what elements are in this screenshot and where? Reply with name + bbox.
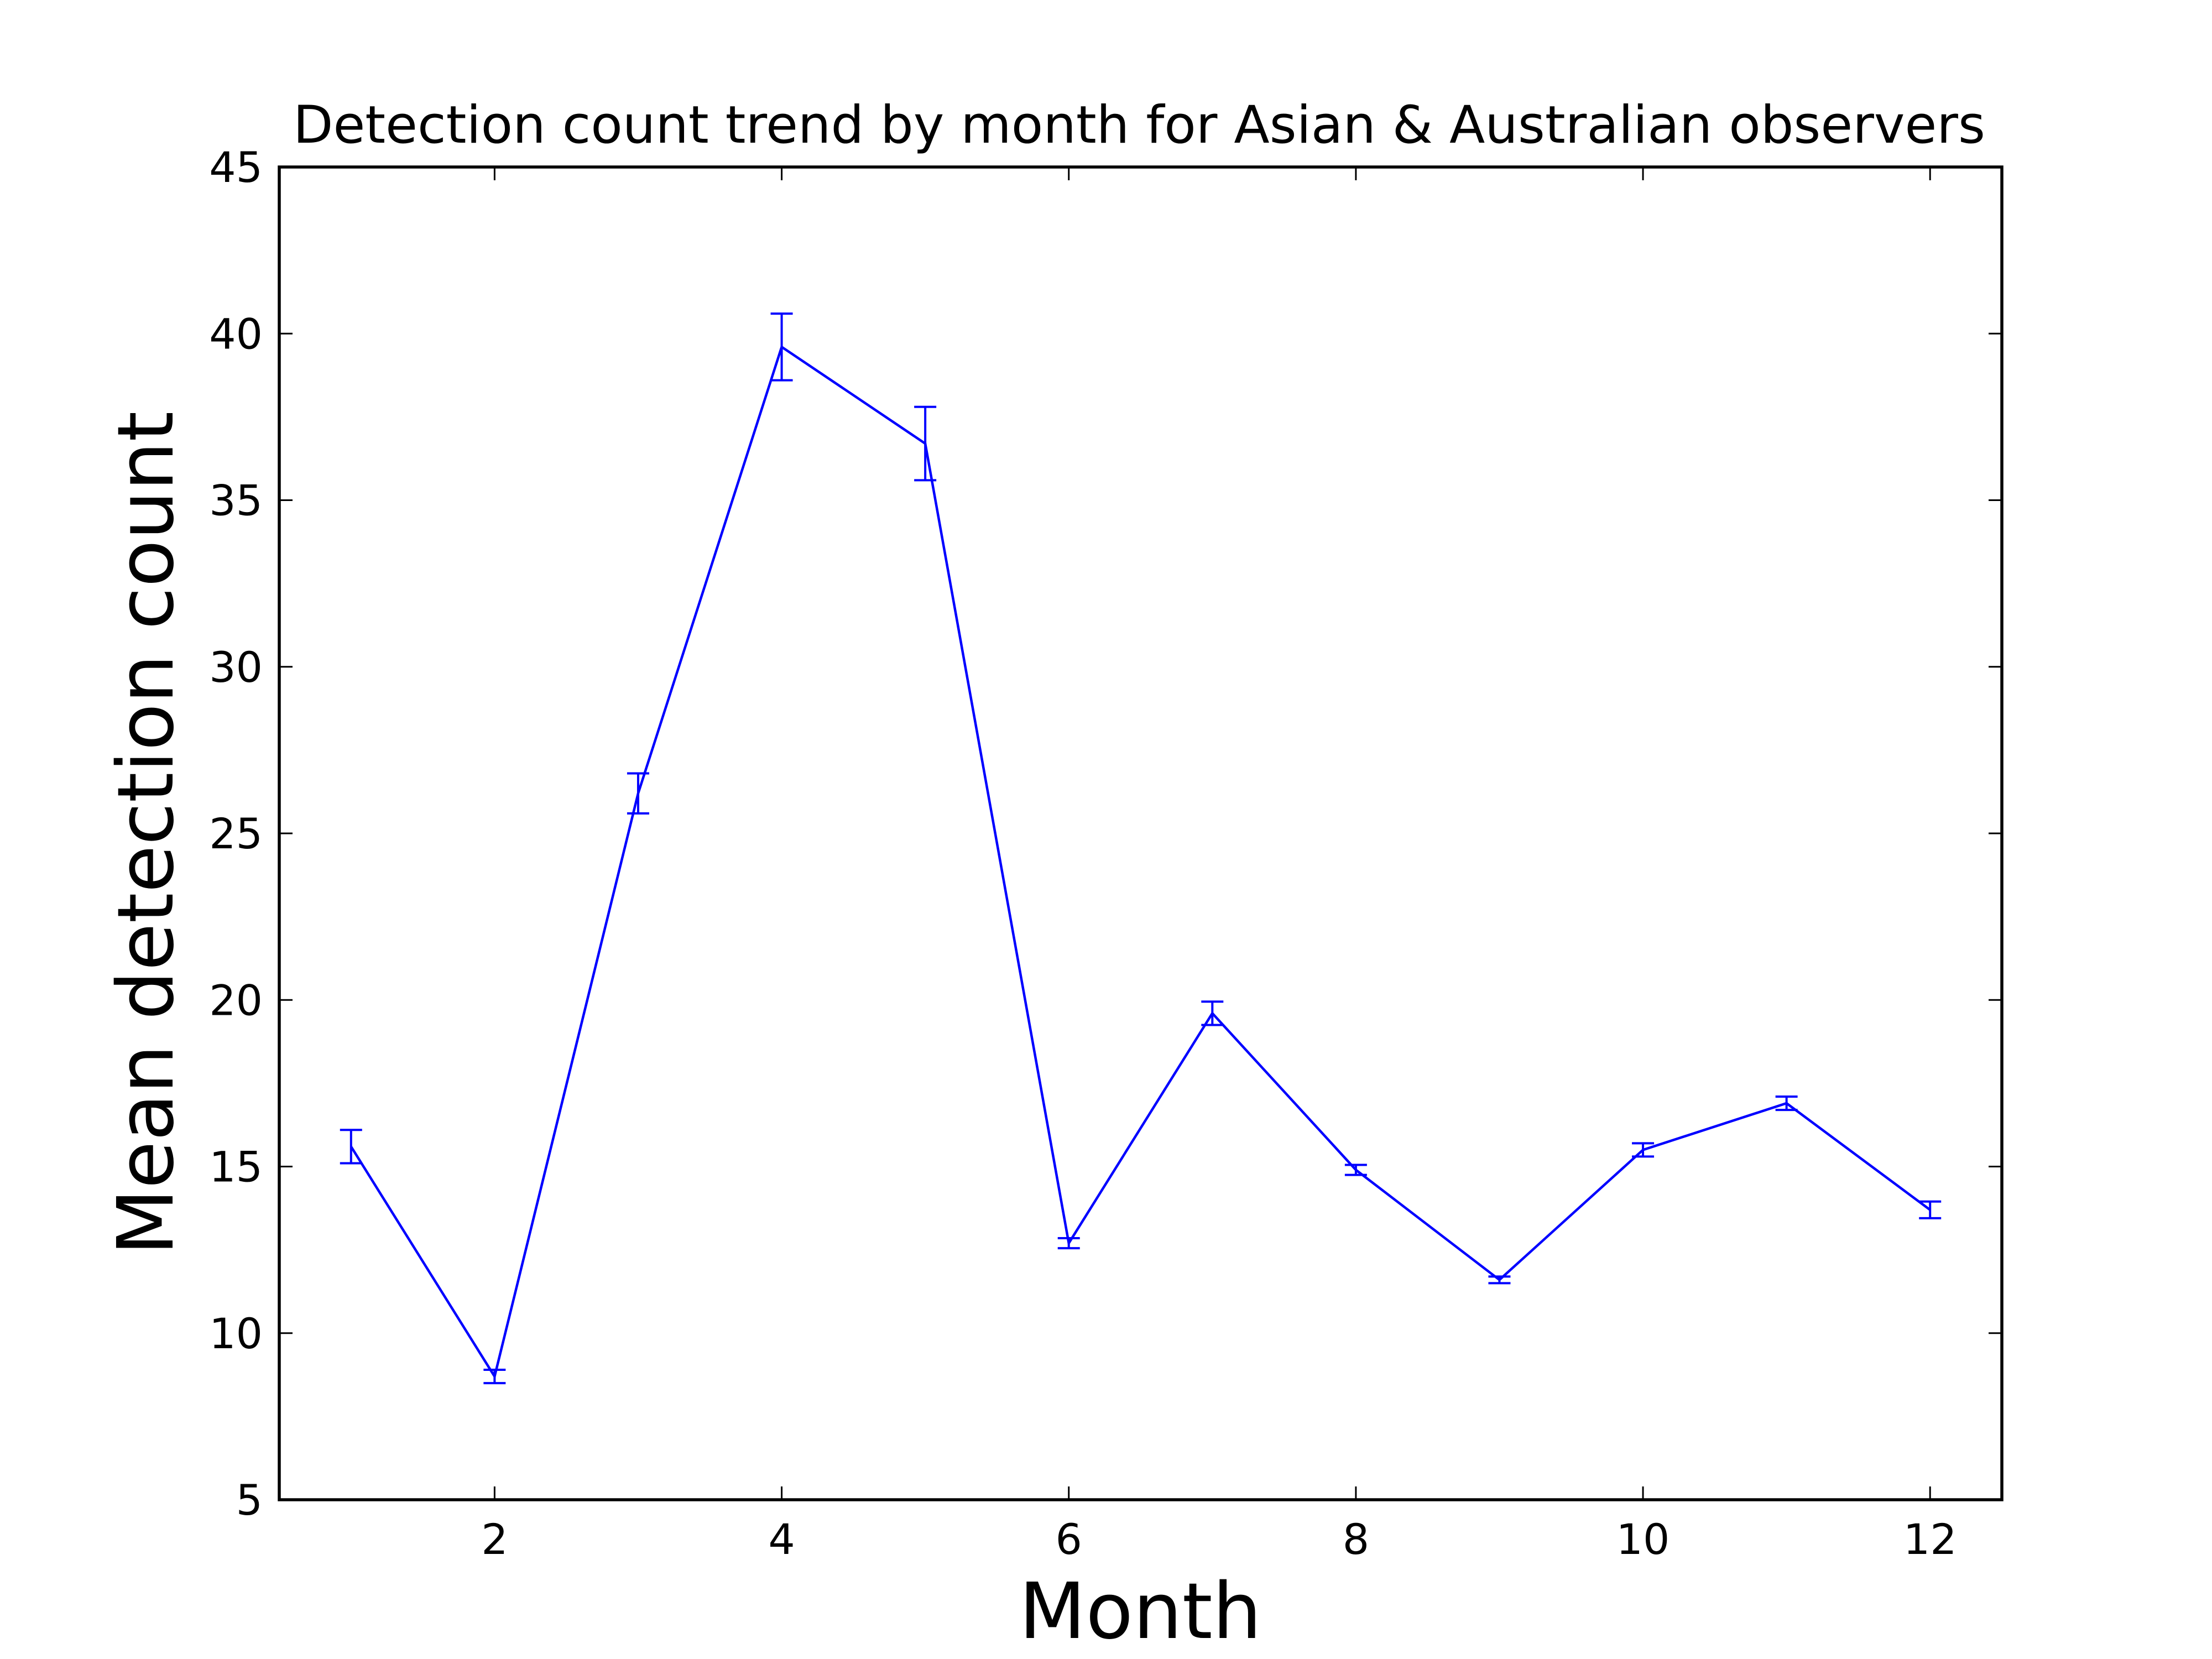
x-tick-label: 2 — [481, 1515, 508, 1564]
x-axis: 2 4 6 8 10 12 — [481, 167, 1957, 1564]
y-tick-label: 35 — [209, 476, 263, 525]
x-tick-label: 12 — [1903, 1515, 1957, 1564]
error-bar — [914, 405, 937, 482]
error-bar — [770, 312, 793, 382]
x-tick-label: 10 — [1616, 1515, 1670, 1564]
y-tick-label: 20 — [209, 975, 263, 1025]
y-tick-label: 45 — [209, 143, 263, 192]
error-bar — [1344, 1164, 1367, 1176]
series-line — [349, 345, 1931, 1380]
y-tick-label: 40 — [209, 309, 263, 358]
error-bar — [1201, 1000, 1224, 1026]
y-tick-label: 25 — [209, 809, 263, 858]
x-axis-label: Month — [1019, 1567, 1262, 1657]
error-bar — [483, 1369, 506, 1385]
chart-title: Detection count trend by month for Asian… — [293, 95, 1985, 155]
error-bar — [1488, 1275, 1511, 1285]
error-bar — [1632, 1142, 1655, 1158]
x-tick-label: 6 — [1056, 1515, 1082, 1564]
x-tick-label: 4 — [768, 1515, 795, 1564]
error-bar — [1919, 1200, 1942, 1219]
y-tick-label: 15 — [209, 1142, 263, 1192]
y-tick-label: 5 — [236, 1475, 263, 1525]
y-tick-label: 10 — [209, 1309, 263, 1358]
y-axis-label: Mean detection count — [101, 411, 191, 1256]
error-bar — [627, 772, 649, 815]
y-tick-label: 30 — [209, 643, 263, 692]
x-tick-label: 8 — [1343, 1515, 1369, 1564]
plot-frame — [278, 165, 2004, 1501]
error-bar — [1775, 1095, 1798, 1112]
series-layer — [340, 312, 1942, 1385]
error-bar — [1057, 1237, 1080, 1250]
error-bar — [340, 1129, 362, 1165]
y-axis: 5 10 15 20 25 30 35 40 45 — [209, 143, 2002, 1525]
